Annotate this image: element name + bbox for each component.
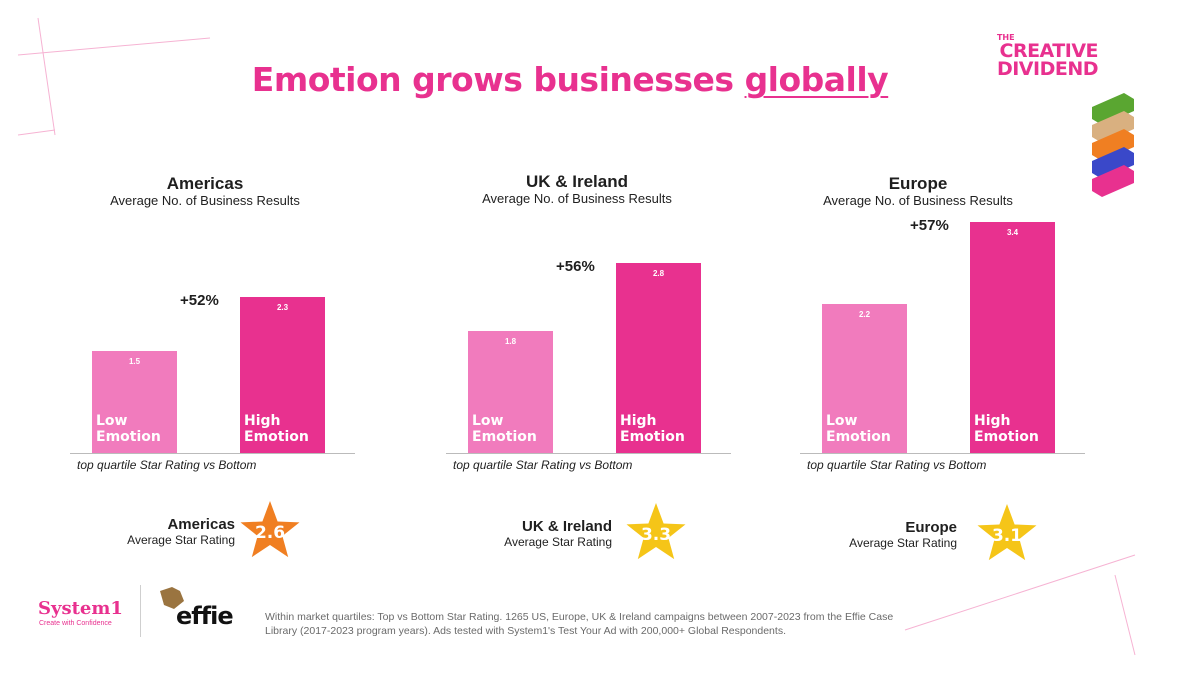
star-rating-label: Average Star Rating: [504, 535, 612, 549]
star-shape: [977, 504, 1037, 561]
star-rating-value: 3.1: [992, 526, 1022, 546]
percent-increase-label: +52%: [180, 291, 219, 309]
footer-note: Within market quartiles: Top vs Bottom S…: [265, 611, 894, 637]
bar-category-label: Low Emotion: [96, 413, 161, 445]
title-underlined: globally: [744, 60, 889, 99]
creative-dividend-logo: THE CREATIVE DIVIDEND: [996, 33, 1099, 80]
star-rating-label: Average Star Rating: [127, 533, 235, 547]
effie-icon: [160, 587, 184, 609]
percent-increase-label: +57%: [910, 217, 949, 234]
chart-subtitle: Average No. of Business Results: [110, 193, 300, 208]
bar-high-emotion: [240, 296, 325, 453]
percent-increase-label: +56%: [556, 257, 595, 275]
bar-low-emotion: [92, 351, 177, 453]
star-rating-icon: 3.3: [626, 503, 686, 560]
page-title: Emotion grows businesses globally: [0, 60, 1140, 99]
effie-logo: effie: [176, 602, 234, 630]
stacked-blocks-icon: [1092, 93, 1134, 197]
star-shape: [626, 503, 686, 560]
data-label: 1.5: [128, 357, 141, 367]
star-rating-icon: 3.1: [977, 504, 1037, 561]
chart-note: top quartile Star Rating vs Bottom: [77, 458, 257, 472]
chart-note: top quartile Star Rating vs Bottom: [453, 458, 633, 472]
system1-logo: System1: [38, 598, 123, 619]
x-axis-line: [800, 453, 1085, 454]
chart-title: Americas: [166, 174, 244, 193]
bar-category-label: High Emotion: [974, 413, 1039, 445]
system1-tagline: Create with Confidence: [39, 620, 112, 627]
chart-title: Europe: [888, 174, 948, 193]
star-rating-region: Europe: [905, 519, 957, 536]
bar-low-emotion: [468, 330, 553, 453]
bar-low-emotion: [822, 303, 907, 453]
x-axis-line: [70, 453, 355, 454]
star-rating-icon: 2.6: [240, 501, 300, 558]
chart-note: top quartile Star Rating vs Bottom: [807, 458, 987, 472]
chart-subtitle: Average No. of Business Results: [823, 193, 1013, 208]
bar-high-emotion: [616, 262, 701, 453]
chart-title: UK & Ireland: [525, 172, 629, 191]
data-label: 2.8: [652, 268, 665, 278]
bar-category-label: High Emotion: [620, 413, 685, 445]
chart-subtitle: Average No. of Business Results: [482, 191, 672, 206]
title-main: Emotion grows businesses: [251, 60, 745, 99]
data-label: 3.4: [1006, 228, 1019, 237]
data-label: 2.2: [858, 309, 871, 319]
star-rating-value: 2.6: [255, 523, 285, 543]
brand-line3: DIVIDEND: [996, 58, 1099, 80]
brand-line2: CREATIVE: [999, 40, 1099, 62]
bar-category-label: Low Emotion: [826, 413, 891, 445]
star-rating-value: 3.3: [641, 525, 671, 545]
data-label: 1.8: [504, 336, 517, 346]
star-rating-region: Americas: [167, 516, 235, 533]
star-rating-label: Average Star Rating: [849, 536, 957, 550]
bar-category-label: Low Emotion: [472, 413, 537, 445]
star-shape: [240, 501, 300, 558]
bar-category-label: High Emotion: [244, 413, 309, 445]
x-axis-line: [446, 453, 731, 454]
data-label: 2.3: [276, 302, 289, 312]
footer-divider: [140, 585, 141, 637]
bar-high-emotion: [970, 222, 1055, 453]
brand-line1: THE: [996, 33, 1015, 42]
star-rating-region: UK & Ireland: [521, 518, 612, 535]
